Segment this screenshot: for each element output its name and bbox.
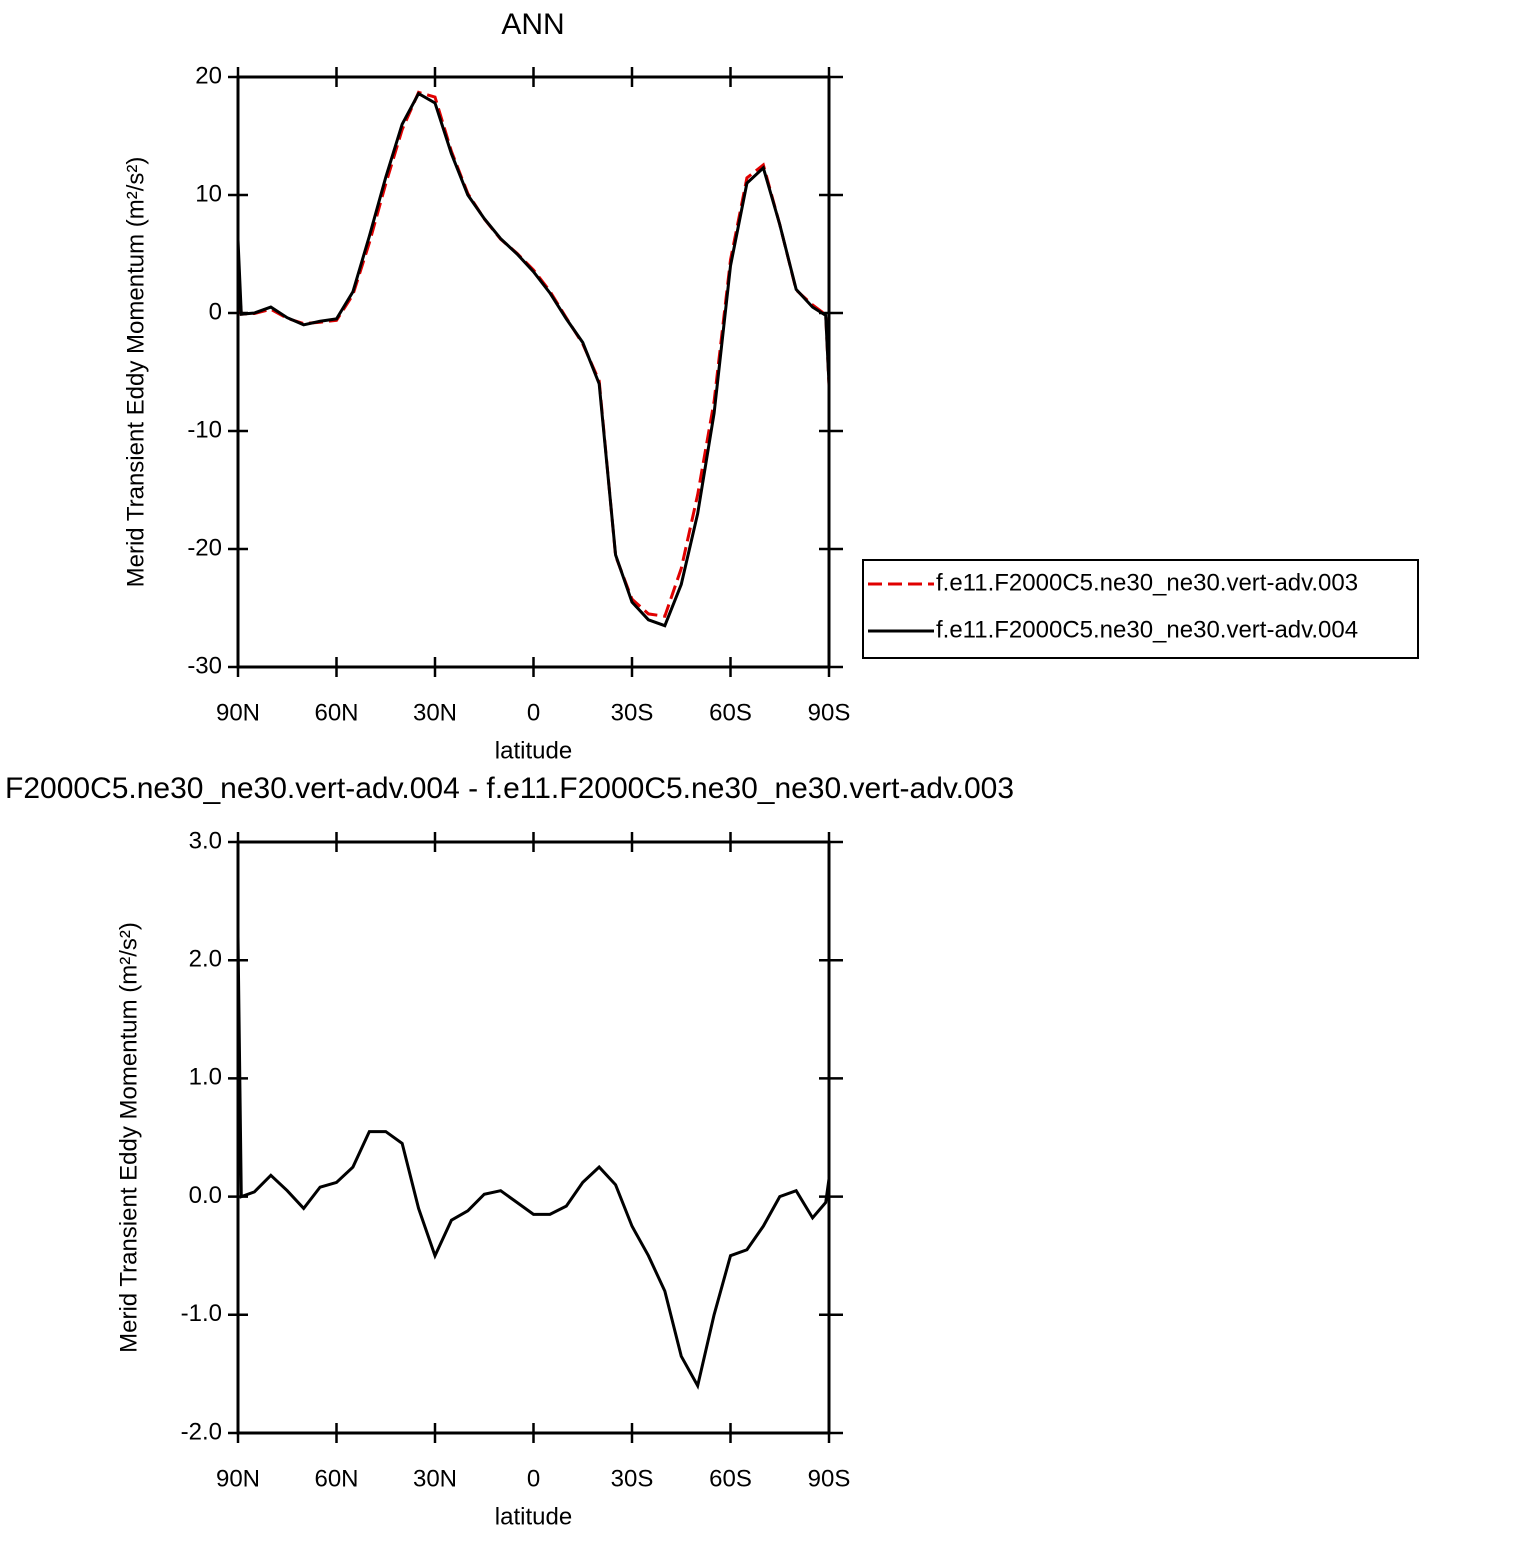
legend-label: f.e11.F2000C5.ne30_ne30.vert-adv.004 bbox=[936, 616, 1358, 643]
x-tick-label: 0 bbox=[527, 699, 540, 726]
plot-frame bbox=[236, 840, 831, 1435]
y-axis-label: Merid Transient Eddy Momentum (m²/s²) bbox=[122, 157, 149, 588]
y-tick-label: -10 bbox=[187, 416, 222, 443]
y-tick-label: 3.0 bbox=[189, 827, 222, 854]
x-axis-label: latitude bbox=[495, 737, 572, 764]
data-line bbox=[236, 936, 831, 1390]
y-tick-label: -1.0 bbox=[181, 1300, 222, 1327]
x-tick-label: 90N bbox=[216, 699, 260, 726]
y-tick-label: 2.0 bbox=[189, 946, 222, 973]
x-tick-label: 60S bbox=[709, 699, 752, 726]
x-tick-label: 90S bbox=[808, 1465, 851, 1492]
y-tick-label: -2.0 bbox=[181, 1418, 222, 1445]
y-tick-label: 0.0 bbox=[189, 1182, 222, 1209]
data-line bbox=[236, 91, 831, 628]
y-tick-label: 1.0 bbox=[189, 1064, 222, 1091]
plot-frame bbox=[236, 75, 831, 669]
x-tick-label: 90S bbox=[808, 699, 851, 726]
chart-title: F2000C5.ne30_ne30.vert-adv.004 - f.e11.F… bbox=[5, 772, 1014, 805]
x-tick-label: 60S bbox=[709, 1465, 752, 1492]
x-tick-label: 30S bbox=[611, 1465, 654, 1492]
x-tick-label: 30S bbox=[611, 699, 654, 726]
y-tick-label: 20 bbox=[195, 62, 222, 89]
x-tick-label: 60N bbox=[314, 1465, 358, 1492]
x-tick-label: 60N bbox=[314, 699, 358, 726]
legend-box bbox=[862, 559, 1419, 659]
x-tick-label: 0 bbox=[527, 1465, 540, 1492]
x-tick-label: 90N bbox=[216, 1465, 260, 1492]
data-line bbox=[236, 90, 831, 618]
y-tick-label: 0 bbox=[209, 298, 222, 325]
x-axis-label: latitude bbox=[495, 1503, 572, 1530]
x-tick-label: 30N bbox=[413, 699, 457, 726]
x-tick-label: 30N bbox=[413, 1465, 457, 1492]
legend-label: f.e11.F2000C5.ne30_ne30.vert-adv.003 bbox=[936, 569, 1358, 596]
chart-title: ANN bbox=[501, 8, 564, 41]
y-tick-label: 10 bbox=[195, 180, 222, 207]
y-tick-label: -30 bbox=[187, 652, 222, 679]
y-tick-label: -20 bbox=[187, 534, 222, 561]
y-axis-label: Merid Transient Eddy Momentum (m²/s²) bbox=[115, 922, 142, 1353]
